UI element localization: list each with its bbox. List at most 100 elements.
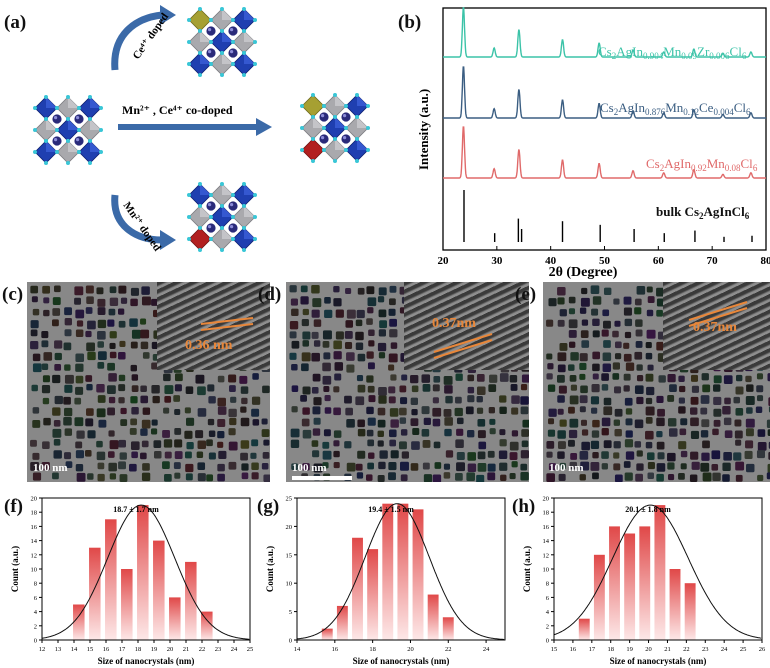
histogram-ytick-label: 2 [546, 623, 549, 630]
nanocrystal [623, 296, 632, 305]
nanocrystal [467, 386, 475, 394]
nanocrystal [444, 417, 453, 426]
tem-image-d: 0.37nm 100 nm [286, 282, 529, 482]
nanocrystal [601, 428, 609, 436]
nanocrystal [389, 285, 397, 293]
nanocrystal [568, 364, 575, 371]
nanocrystal [691, 385, 700, 393]
nanocrystal [423, 417, 431, 425]
nanocrystal [65, 461, 73, 468]
histogram-ytick-label: 6 [546, 595, 550, 602]
histogram-xtick-label: 24 [721, 646, 728, 653]
nanocrystal [217, 375, 225, 383]
nanocrystal [109, 331, 117, 339]
histogram-ylabel: Count (a.u.) [265, 546, 275, 592]
nanocrystal [312, 450, 320, 458]
octahedron-blue [345, 94, 369, 118]
nanocrystal [669, 384, 677, 393]
histogram-xtick-label: 21 [183, 646, 190, 653]
nanocrystal [520, 450, 529, 459]
nanocrystal [636, 450, 643, 457]
nanocrystal [432, 384, 440, 392]
nanocrystal [163, 407, 170, 414]
nanocrystal [548, 408, 557, 417]
nanocrystal [109, 286, 117, 294]
histogram-bar [336, 605, 348, 640]
nanocrystal [357, 287, 365, 295]
cl-atom [66, 95, 70, 99]
hrtem-inset-d [404, 282, 529, 370]
nanocrystal [140, 385, 147, 393]
nanocrystal [613, 298, 620, 305]
cs-atom [341, 112, 351, 122]
nanocrystal [302, 463, 310, 471]
nanocrystal [477, 430, 486, 439]
nanocrystal [378, 386, 387, 396]
histogram-xtick-label: 13 [55, 646, 62, 653]
histogram-xtick-label: 14 [71, 646, 78, 653]
xrd-xlabel: 2θ (Degree) [549, 265, 618, 280]
nanocrystal [702, 440, 710, 449]
nanocrystal [646, 386, 655, 396]
nanocrystal [625, 418, 633, 426]
octahedron-gray [188, 30, 212, 54]
nanocrystal [333, 386, 340, 393]
nanocrystal [229, 385, 236, 392]
nanocrystal [64, 374, 74, 384]
nanocrystal [601, 417, 611, 427]
histogram-ytick-label: 20 [31, 496, 38, 503]
histogram-xtick-label: 22 [199, 646, 206, 653]
nanocrystal [42, 375, 50, 383]
nanocrystal [368, 340, 375, 347]
cl-atom [242, 73, 246, 77]
nanocrystal [355, 342, 364, 350]
lattice-spacing-c: 0.36 nm [185, 338, 233, 353]
nanocrystal [388, 308, 396, 316]
cl-atom [366, 126, 370, 130]
nanocrystal [152, 395, 160, 404]
nanocrystal [151, 419, 158, 426]
nanocrystal [724, 430, 733, 439]
histogram-h: 15 16 17 18 19 20 21 22 23 24 25 260246810121416182… [522, 496, 766, 667]
nanocrystal [333, 407, 341, 416]
nanocrystal [757, 429, 766, 437]
nanocrystal [635, 473, 643, 482]
nanocrystal [53, 450, 62, 459]
nanocrystal [322, 450, 332, 460]
nanocrystal [289, 285, 297, 293]
nanocrystal [119, 474, 128, 482]
nanocrystal [745, 428, 754, 437]
nanocrystal [657, 408, 665, 417]
nanocrystal [345, 287, 352, 295]
nanocrystal [97, 473, 105, 482]
nanocrystal [712, 428, 719, 436]
cl-atom [198, 204, 202, 208]
nanocrystal [499, 373, 509, 382]
nanocrystal [131, 407, 139, 415]
nanocrystal [745, 418, 755, 428]
nanocrystal [647, 472, 655, 480]
nanocrystal [301, 318, 309, 327]
nanocrystal [75, 386, 84, 395]
gaussian-fit-curve [41, 504, 250, 640]
nanocrystal [379, 320, 387, 329]
nanocrystal [422, 440, 431, 448]
nanocrystal [423, 474, 433, 482]
nanocrystal [42, 441, 50, 450]
cl-atom [187, 18, 191, 22]
nanocrystal [656, 309, 663, 317]
nanocrystal [107, 451, 115, 458]
nanocrystal [311, 331, 319, 339]
nanocrystal [691, 461, 700, 470]
nanocrystal [455, 473, 463, 481]
nanocrystal [355, 319, 363, 327]
nanocrystal [251, 472, 259, 480]
nanocrystal [366, 474, 373, 481]
nanocrystal [645, 373, 654, 382]
cl-atom [311, 115, 315, 119]
octahedron-gray [78, 118, 102, 142]
cl-atom [220, 7, 224, 11]
nanocrystal [322, 340, 330, 348]
scale-bar-d: 100 nm [292, 462, 327, 474]
nanocrystal [410, 397, 418, 405]
